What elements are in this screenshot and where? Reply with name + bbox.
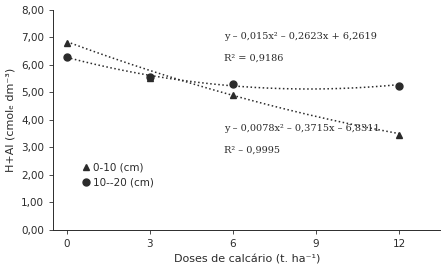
X-axis label: Doses de calcário (t. ha⁻¹): Doses de calcário (t. ha⁻¹) [173,254,320,264]
Legend: 0-10 (cm), 10--20 (cm): 0-10 (cm), 10--20 (cm) [78,158,158,192]
Text: R² – 0,9995: R² – 0,9995 [223,146,280,155]
Text: y – 0,0078x² – 0,3715x – 6,8311: y – 0,0078x² – 0,3715x – 6,8311 [223,124,379,133]
Text: R² = 0,9186: R² = 0,9186 [223,54,283,63]
Text: y – 0,015x² – 0,2623x + 6,2619: y – 0,015x² – 0,2623x + 6,2619 [223,32,376,40]
Y-axis label: H+Al (cmolₑ dm⁻³): H+Al (cmolₑ dm⁻³) [5,68,16,172]
